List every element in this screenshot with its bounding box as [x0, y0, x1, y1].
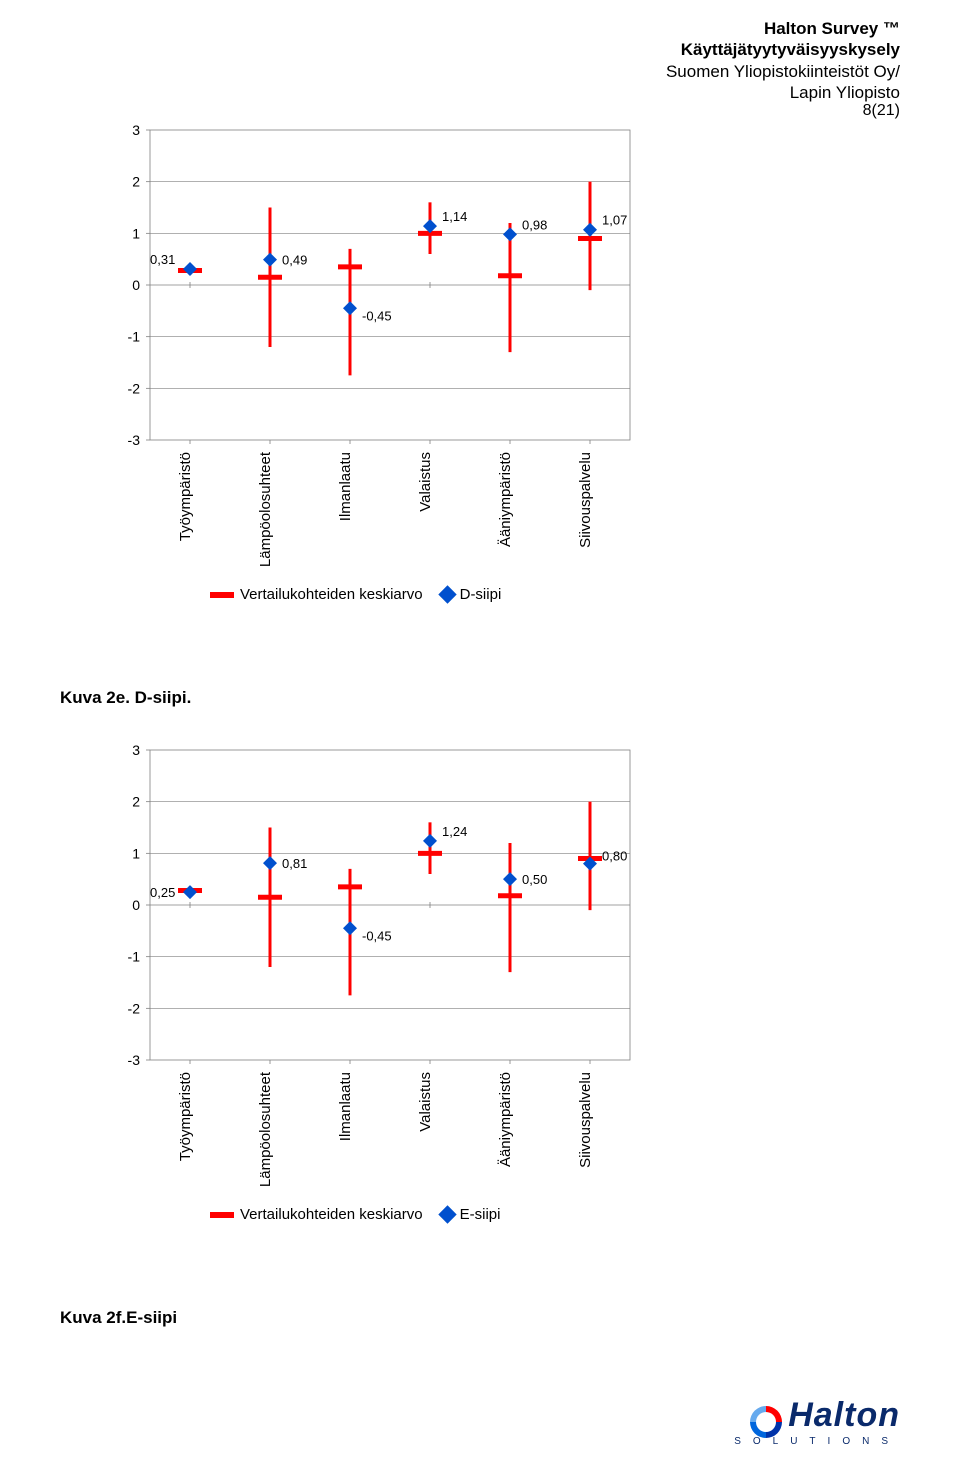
svg-text:0,25: 0,25 [150, 885, 175, 900]
legend-ref-item: Vertailukohteiden keskiarvo [210, 586, 423, 603]
svg-text:Ääniympäristö: Ääniympäristö [497, 1072, 514, 1167]
svg-text:2: 2 [132, 174, 140, 190]
logo-mark [748, 1404, 784, 1440]
svg-text:-1: -1 [128, 949, 141, 965]
chart-svg-2: -3 -2 -1 0 1 2 3 0,25 0,81 -0,45 1,24 0,50 0,80 Työym… [90, 740, 650, 1200]
legend-ref-swatch [210, 592, 234, 598]
svg-text:-0,45: -0,45 [362, 928, 392, 943]
svg-text:Työympäristö: Työympäristö [177, 1072, 194, 1161]
caption-1: Kuva 2e. D-siipi. [60, 688, 191, 708]
logo: Halton SOLUTIONS [730, 1396, 900, 1447]
page-header: Halton Survey ™ Käyttäjätyytyväisyyskyse… [666, 18, 900, 103]
svg-text:3: 3 [132, 742, 140, 758]
chart-d-siipi: -3 -2 -1 0 1 2 3 0,31 0,49 -0,45 1,14 0,98 1,07 Työym… [90, 120, 650, 603]
svg-text:2: 2 [132, 794, 140, 810]
svg-text:0: 0 [132, 277, 140, 293]
chart-e-siipi: -3 -2 -1 0 1 2 3 0,25 0,81 -0,45 1,24 0,50 0,80 Työym… [90, 740, 650, 1223]
svg-text:Ilmanlaatu: Ilmanlaatu [337, 452, 354, 521]
legend-series-item: E-siipi [441, 1206, 501, 1223]
header-line-4: Lapin Yliopisto [666, 82, 900, 103]
legend-2: Vertailukohteiden keskiarvo E-siipi [210, 1206, 650, 1223]
svg-text:-3: -3 [128, 1052, 141, 1068]
legend-series-swatch [438, 585, 456, 603]
svg-text:1,24: 1,24 [442, 824, 467, 839]
legend-series-label: E-siipi [460, 1206, 501, 1223]
chart-svg-1: -3 -2 -1 0 1 2 3 0,31 0,49 -0,45 1,14 0,98 1,07 Työym… [90, 120, 650, 580]
header-line-3: Suomen Yliopistokiinteistöt Oy/ [666, 61, 900, 82]
logo-name: Halton [788, 1396, 900, 1434]
svg-text:Ilmanlaatu: Ilmanlaatu [337, 1072, 354, 1141]
legend-series-item: D-siipi [441, 586, 502, 603]
svg-text:Lämpöolosuhteet: Lämpöolosuhteet [257, 1071, 274, 1187]
header-line-1: Halton Survey ™ [666, 18, 900, 39]
svg-text:1,07: 1,07 [602, 213, 627, 228]
caption-2: Kuva 2f.E-siipi [60, 1308, 177, 1328]
svg-text:Valaistus: Valaistus [417, 1072, 434, 1132]
svg-text:1: 1 [132, 845, 140, 861]
svg-text:Työympäristö: Työympäristö [177, 452, 194, 541]
legend-series-label: D-siipi [460, 586, 502, 603]
svg-text:-2: -2 [128, 380, 141, 396]
svg-text:-2: -2 [128, 1000, 141, 1016]
svg-text:Ääniympäristö: Ääniympäristö [497, 452, 514, 547]
svg-text:-3: -3 [128, 432, 141, 448]
svg-text:-0,45: -0,45 [362, 308, 392, 323]
legend-ref-label: Vertailukohteiden keskiarvo [240, 586, 423, 603]
svg-text:Siivouspalvelu: Siivouspalvelu [577, 452, 594, 548]
legend-ref-label: Vertailukohteiden keskiarvo [240, 1206, 423, 1223]
svg-text:0,98: 0,98 [522, 217, 547, 232]
logo-subtitle: SOLUTIONS [730, 1436, 900, 1447]
legend-series-swatch [438, 1205, 456, 1223]
svg-text:0,31: 0,31 [150, 252, 175, 267]
svg-text:0,81: 0,81 [282, 856, 307, 871]
header-line-2: Käyttäjätyytyväisyyskysely [666, 39, 900, 60]
legend-1: Vertailukohteiden keskiarvo D-siipi [210, 586, 650, 603]
svg-text:0: 0 [132, 897, 140, 913]
legend-ref-item: Vertailukohteiden keskiarvo [210, 1206, 423, 1223]
svg-text:Siivouspalvelu: Siivouspalvelu [577, 1072, 594, 1168]
page: Halton Survey ™ Käyttäjätyytyväisyyskyse… [0, 0, 960, 1477]
svg-text:0,49: 0,49 [282, 253, 307, 268]
svg-text:0,80: 0,80 [602, 849, 627, 864]
svg-text:-1: -1 [128, 329, 141, 345]
legend-ref-swatch [210, 1212, 234, 1218]
svg-text:Lämpöolosuhteet: Lämpöolosuhteet [257, 451, 274, 567]
svg-text:1: 1 [132, 225, 140, 241]
page-number: 8(21) [863, 102, 900, 120]
svg-text:1,14: 1,14 [442, 209, 467, 224]
svg-text:0,50: 0,50 [522, 872, 547, 887]
svg-text:3: 3 [132, 122, 140, 138]
svg-text:Valaistus: Valaistus [417, 452, 434, 512]
